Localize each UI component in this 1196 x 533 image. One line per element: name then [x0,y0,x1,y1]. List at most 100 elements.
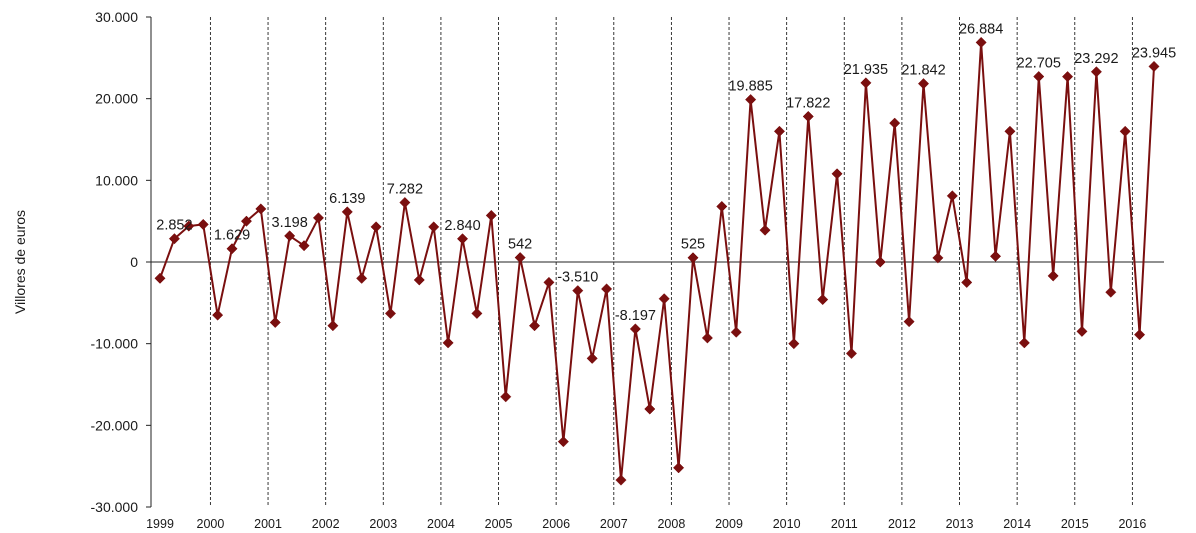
data-point-marker [226,243,238,255]
data-label: 2.840 [444,218,480,234]
data-label: 22.705 [1017,56,1061,72]
data-label: 7.282 [387,182,423,198]
data-point-marker [514,252,526,264]
data-point-marker [1148,60,1160,73]
x-tick-label: 2004 [427,517,455,531]
data-label: 542 [508,237,532,253]
data-point-marker [673,462,685,474]
y-tick-label: -30.000 [91,499,139,515]
y-tick-label: 0 [130,254,138,270]
data-point-marker [543,276,555,288]
x-tick-label: 2011 [831,517,858,531]
data-label: 6.139 [329,191,365,207]
x-tick-labels: 1999 2000 2001 2002 2003 2004 2005 2006 2007 2008… [146,517,1146,531]
data-label: -8.197 [615,308,656,324]
data-point-marker [413,274,425,286]
data-labels: 2.852 1.629 3.198 6.139 7.282 2.840 542 -3.510 -… [156,21,1176,323]
data-point-marker [1033,71,1045,83]
data-point-marker [154,272,166,284]
data-point-marker [817,294,829,306]
data-point-marker [1062,71,1074,83]
data-label: 21.842 [901,63,945,79]
data-point-marker [356,272,368,284]
data-point-marker [557,436,569,448]
data-point-marker [341,206,353,218]
x-tick-label: 1999 [146,517,174,531]
data-point-marker [1076,325,1088,337]
y-axis-title: Villores de euros [12,210,28,314]
data-point-marker [687,252,699,264]
series [154,36,1160,486]
data-point-marker [298,240,310,252]
data-point-marker [946,190,958,202]
data-label: 23.292 [1074,51,1118,67]
x-tick-label: 2000 [197,517,225,531]
data-point-marker [183,220,195,232]
data-point-marker [572,285,584,297]
y-tick-label: 20.000 [95,91,138,107]
data-label: 3.198 [272,215,308,231]
data-point-marker [168,233,180,245]
data-point-marker [788,338,800,350]
data-point-marker [989,250,1002,262]
data-point-marker [327,320,339,332]
data-label: 17.822 [786,95,830,111]
data-point-marker [802,110,814,123]
data-point-marker [903,316,915,328]
data-point-marker [312,212,325,224]
x-tick-label: 2016 [1118,517,1146,531]
data-point-marker [500,391,512,403]
data-point-marker [384,307,397,320]
data-point-marker [759,224,771,236]
data-point-marker [1134,329,1146,341]
x-tick-label: 2012 [888,517,916,531]
data-label: 2.852 [156,218,192,234]
data-point-marker [629,323,641,335]
data-point-marker [485,209,497,222]
data-point-marker [1004,125,1016,137]
data-point-marker [370,221,382,233]
x-tick-label: 2013 [946,517,974,531]
data-point-marker [1090,66,1102,78]
data-point-marker [961,276,973,288]
data-point-marker [773,125,786,137]
y-tick-label: -20.000 [91,417,139,433]
data-point-marker [658,293,670,305]
x-tick-label: 2003 [369,517,397,531]
x-tick-label: 2001 [254,517,282,531]
data-point-marker [1018,337,1030,349]
data-point-marker [745,94,757,106]
y-tick-labels: 30.000 20.000 10.000 0 -10.000 -20.000 -30.000 [91,9,139,515]
data-point-marker [932,252,944,264]
x-tick-label: 2006 [542,517,570,531]
data-point-marker [284,230,296,242]
data-point-marker [255,203,267,215]
x-tick-label: 2009 [715,517,743,531]
data-point-marker [917,78,930,90]
data-point-marker [471,307,483,320]
data-point-marker [889,117,901,129]
data-point-marker [1105,286,1117,298]
data-label: 26.884 [959,21,1003,37]
x-tick-label: 2005 [485,517,513,531]
data-point-marker [716,200,728,213]
data-point-marker [456,233,469,245]
data-point-marker [212,309,224,321]
data-point-marker [860,77,872,89]
data-point-marker [1119,125,1131,137]
data-label: 23.945 [1132,45,1176,61]
data-point-marker [1047,270,1059,282]
data-point-marker [730,326,742,338]
data-point-marker [831,168,843,180]
data-point-marker [601,283,613,295]
data-point-marker [975,36,987,49]
y-tick-label: -10.000 [91,336,139,352]
y-tick-label: 10.000 [95,172,138,188]
data-label: 19.885 [728,79,772,95]
data-point-marker [269,316,281,328]
series-line [159,41,1155,482]
data-point-marker [644,403,656,415]
data-point-marker [874,256,886,268]
axes [146,16,1164,508]
